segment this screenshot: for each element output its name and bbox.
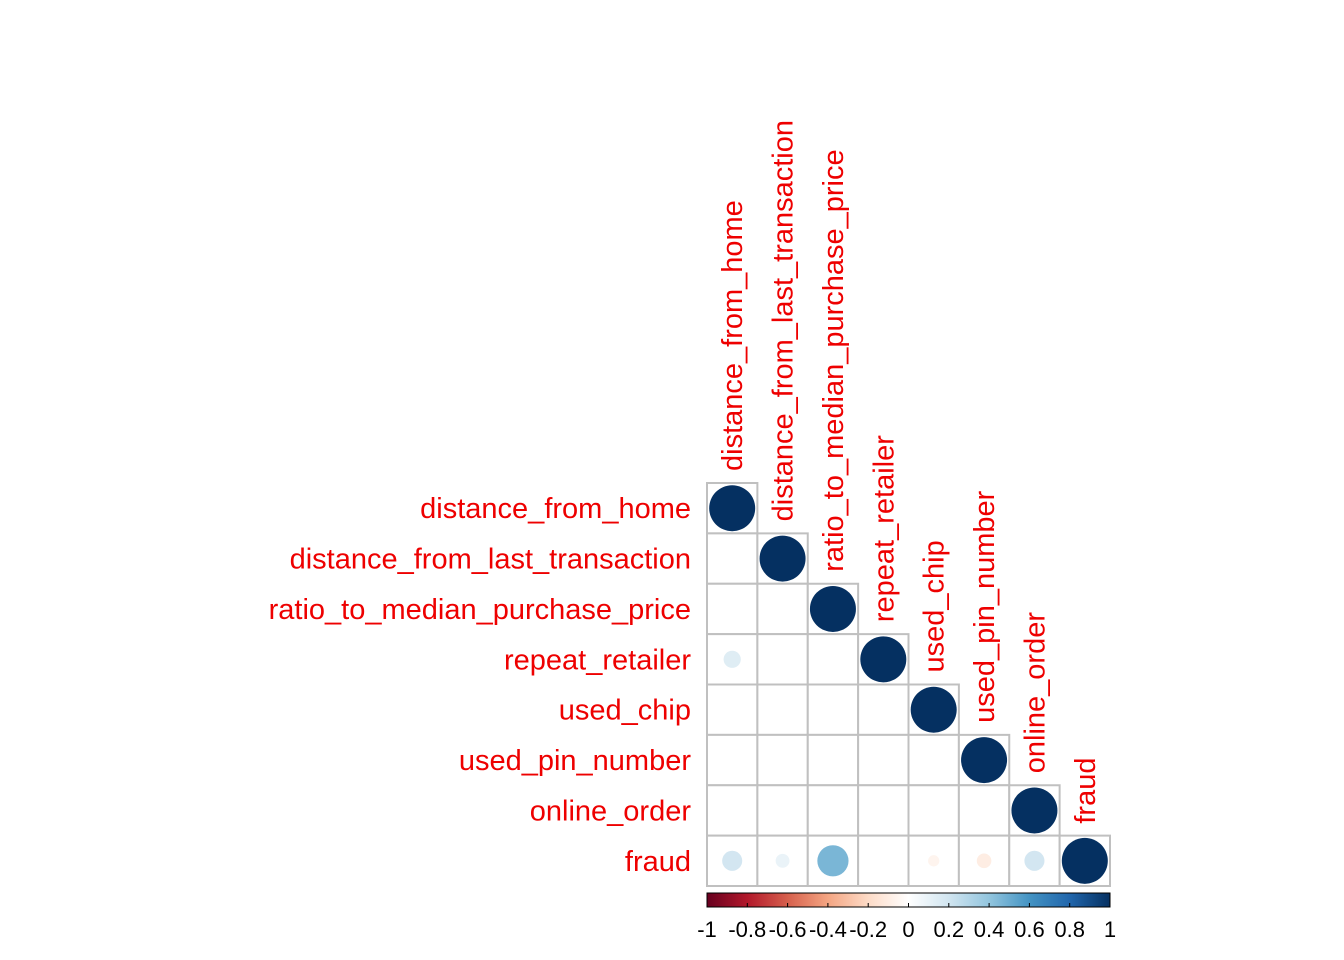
corr-circle-used-pin-number-used-pin-number (961, 737, 1008, 784)
cell-used-pin-number-distance-from-last-transaction (756, 733, 809, 787)
colorbar-tick-label: -0.8 (728, 917, 766, 942)
colorbar-tick-label: -0.2 (849, 917, 887, 942)
cell-online-order-used-chip (907, 784, 960, 837)
row-label-distance-from-home: distance_from_home (420, 493, 691, 525)
corr-circle-distance-from-last-transaction-distance-from-last-transaction (759, 535, 806, 582)
corr-circle-fraud-fraud (1061, 837, 1108, 884)
corr-circle-fraud-used-pin-number (976, 853, 992, 869)
cell-online-order-repeat-retailer (857, 784, 910, 837)
colorbar-tick-label: 1 (1104, 917, 1116, 942)
cell-used-pin-number-repeat-retailer (857, 733, 910, 787)
cell-online-order-distance-from-last-transaction (756, 784, 809, 837)
cell-used-pin-number-used-chip (907, 733, 960, 787)
corr-circle-fraud-distance-from-home (722, 850, 743, 871)
corr-circle-distance-from-home-distance-from-home (709, 485, 756, 532)
cell-used-pin-number-distance-from-home (706, 733, 759, 787)
colorbar-tick-label: -0.6 (769, 917, 807, 942)
row-labels: distance_from_home distance_from_last_tra… (269, 493, 692, 878)
cell-used-pin-number-ratio-to-median-purchase-price (806, 733, 860, 787)
corr-circle-ratio-to-median-purchase-price-ratio-to-median-purchase-price (809, 585, 856, 632)
corr-circle-fraud-used-chip (928, 855, 940, 867)
cell-repeat-retailer-distance-from-last-transaction (756, 633, 809, 686)
col-label-used-pin-number: used_pin_number (969, 490, 1001, 723)
colorbar-tick-label: 0.2 (934, 917, 965, 942)
colorbar: -1 -0.8 -0.6 -0.4 -0.2 0 0.2 0.4 0.6 0.8 1 (697, 892, 1116, 942)
cell-ratio-to-median-purchase-price-distance-from-last-transaction (756, 582, 809, 636)
col-label-fraud: fraud (1070, 758, 1102, 824)
row-label-used-chip: used_chip (559, 695, 691, 727)
cell-used-chip-ratio-to-median-purchase-price (806, 683, 860, 736)
col-label-repeat-retailer: repeat_retailer (868, 435, 900, 622)
cell-online-order-used-pin-number (957, 784, 1011, 837)
colorbar-tick-label: -1 (697, 917, 717, 942)
corr-circle-fraud-ratio-to-median-purchase-price (817, 845, 849, 877)
cell-online-order-ratio-to-median-purchase-price (806, 784, 860, 837)
col-label-online-order: online_order (1019, 612, 1051, 774)
cell-repeat-retailer-ratio-to-median-purchase-price (806, 633, 860, 686)
row-label-repeat-retailer: repeat_retailer (504, 644, 691, 676)
corr-circle-repeat-retailer-distance-from-home (723, 650, 741, 668)
colorbar-tick-label: 0 (902, 917, 914, 942)
corr-circle-online-order-online-order (1011, 787, 1058, 834)
cell-ratio-to-median-purchase-price-distance-from-home (706, 582, 759, 636)
colorbar-tick-label: 0.6 (1014, 917, 1045, 942)
row-label-used-pin-number: used_pin_number (459, 745, 692, 777)
cell-fraud-used-pin-number (957, 834, 1011, 887)
column-labels: distance_from_home distance_from_last_tra… (717, 120, 1102, 824)
row-label-online-order: online_order (530, 795, 692, 827)
row-label-ratio-to-median-purchase-price: ratio_to_median_purchase_price (269, 594, 691, 626)
cell-fraud-repeat-retailer (857, 834, 910, 887)
cell-used-chip-distance-from-home (706, 683, 759, 736)
corr-circle-used-chip-used-chip (910, 686, 957, 733)
col-label-distance-from-last-transaction: distance_from_last_transaction (768, 120, 800, 521)
cell-used-chip-repeat-retailer (857, 683, 910, 736)
col-label-distance-from-home: distance_from_home (717, 200, 749, 471)
cell-online-order-distance-from-home (706, 784, 759, 837)
colorbar-tick-label: 0.8 (1054, 917, 1085, 942)
corr-circle-fraud-online-order (1024, 850, 1045, 871)
row-label-distance-from-last-transaction: distance_from_last_transaction (290, 544, 691, 576)
row-label-fraud: fraud (625, 846, 691, 878)
col-label-ratio-to-median-purchase-price: ratio_to_median_purchase_price (818, 149, 850, 571)
col-label-used-chip: used_chip (919, 540, 951, 672)
cell-used-chip-distance-from-last-transaction (756, 683, 809, 736)
colorbar-ticks: -1 -0.8 -0.6 -0.4 -0.2 0 0.2 0.4 0.6 0.8 1 (697, 903, 1116, 942)
correlation-circles (709, 485, 1108, 884)
cell-distance-from-last-transaction-distance-from-home (706, 532, 759, 585)
colorbar-tick-label: 0.4 (974, 917, 1005, 942)
corr-circle-fraud-distance-from-last-transaction (775, 853, 790, 868)
corr-circle-repeat-retailer-repeat-retailer (860, 636, 907, 683)
colorbar-tick-label: -0.4 (809, 917, 847, 942)
